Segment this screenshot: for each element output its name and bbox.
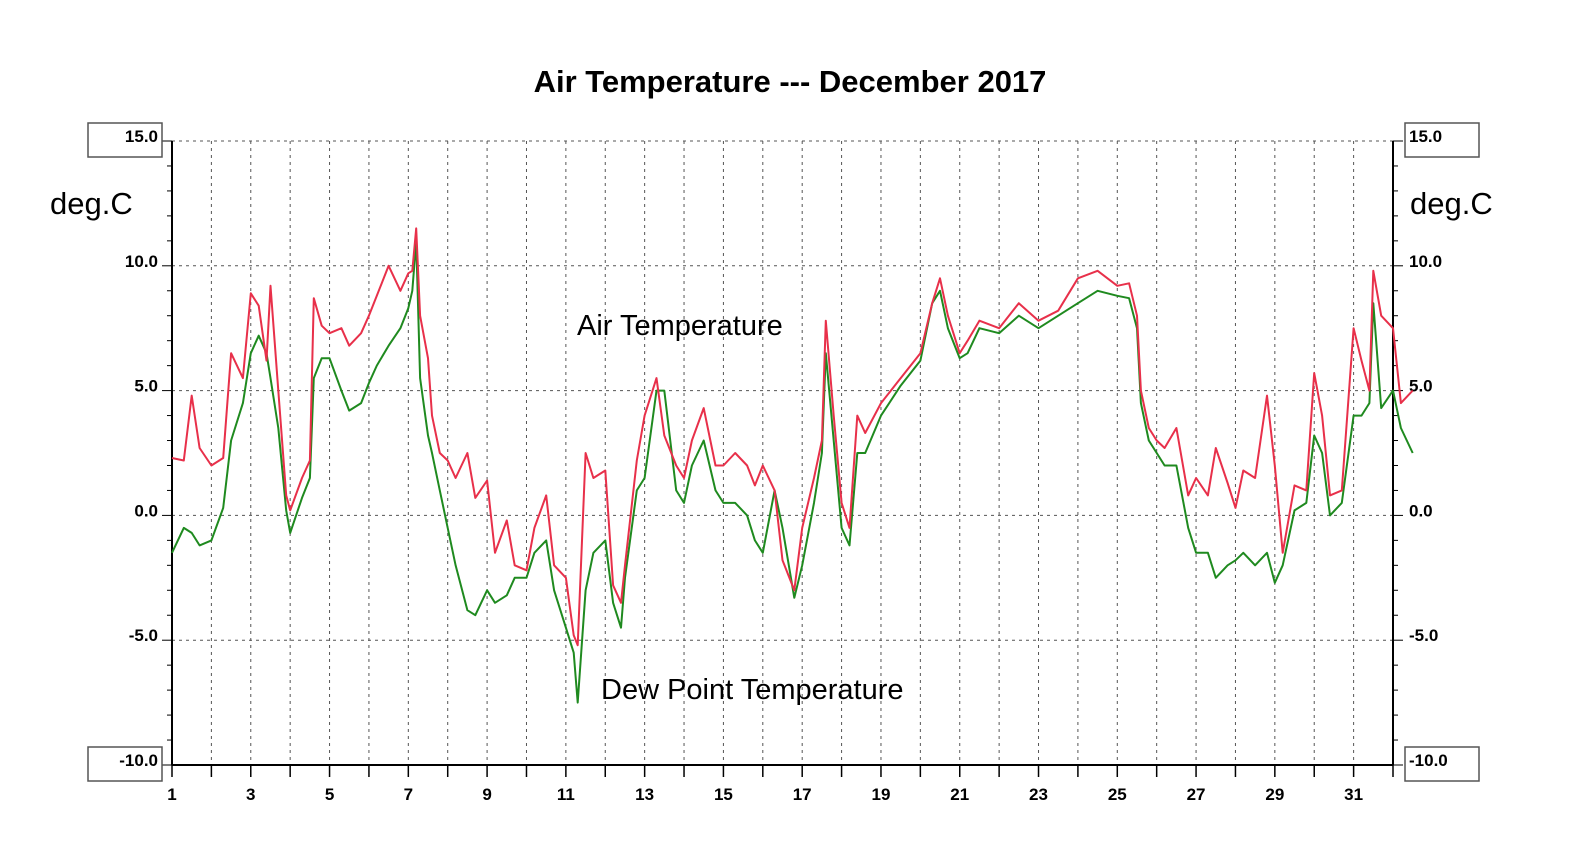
axes (162, 140, 1403, 777)
y-tick-label-right: 15.0 (1409, 127, 1442, 146)
x-tick-label-3: 3 (246, 785, 255, 804)
y-tick-label-left: -5.0 (129, 626, 158, 645)
y-limit-box-left (87, 122, 163, 158)
x-tick-label-11: 11 (557, 785, 575, 804)
y-axis-label-left: deg.C (50, 186, 133, 221)
annotation-dew-point-temperature: Dew Point Temperature (601, 674, 904, 706)
y-tick-label-left: 10.0 (125, 252, 158, 271)
y-tick-label-right: -10.0 (1409, 751, 1448, 770)
grid (171, 140, 1394, 766)
x-tick-label-13: 13 (635, 785, 654, 804)
y-tick-label-left: 0.0 (134, 501, 158, 520)
y-tick-labels: 15.0 15.0 10.0 10.0 5.0 5.0 0.0 0.0 -5.0 -5.0 -10.… (87, 122, 1480, 782)
x-tick-label-15: 15 (714, 785, 733, 804)
y-limit-box-left (87, 746, 163, 782)
x-tick-label-5: 5 (325, 785, 334, 804)
annotation-air-temperature: Air Temperature (577, 310, 783, 342)
x-tick-label-21: 21 (950, 785, 969, 804)
x-tick-labels: 1 3 5 7 9 11 13 15 17 19 21 23 25 27 29 31 (167, 785, 1363, 804)
x-tick-label-23: 23 (1029, 785, 1048, 804)
x-tick-label-19: 19 (872, 785, 891, 804)
x-tick-label-27: 27 (1187, 785, 1206, 804)
y-tick-label-right: -5.0 (1409, 626, 1438, 645)
x-tick-label-7: 7 (404, 785, 413, 804)
y-tick-label-right: 10.0 (1409, 252, 1442, 271)
y-tick-label-left: -10.0 (119, 751, 158, 770)
y-tick-label-right: 5.0 (1409, 377, 1433, 396)
x-tick-label-1: 1 (167, 785, 176, 804)
y-tick-label-left: 15.0 (125, 127, 158, 146)
y-limit-box-right (1404, 746, 1480, 782)
series-lines (171, 227, 1414, 704)
series-line-dew-point-temperature (171, 239, 1414, 704)
x-tick-label-17: 17 (793, 785, 812, 804)
y-tick-label-right: 0.0 (1409, 501, 1433, 520)
y-limit-box-right (1404, 122, 1480, 158)
series-line-air-temperature (171, 227, 1414, 647)
x-tick-label-9: 9 (482, 785, 491, 804)
y-tick-label-left: 5.0 (134, 377, 158, 396)
x-tick-label-25: 25 (1108, 785, 1127, 804)
y-axis-label-right: deg.C (1410, 186, 1493, 221)
chart-title: Air Temperature --- December 2017 (534, 64, 1047, 99)
x-tick-label-31: 31 (1344, 785, 1363, 804)
x-tick-label-29: 29 (1265, 785, 1284, 804)
